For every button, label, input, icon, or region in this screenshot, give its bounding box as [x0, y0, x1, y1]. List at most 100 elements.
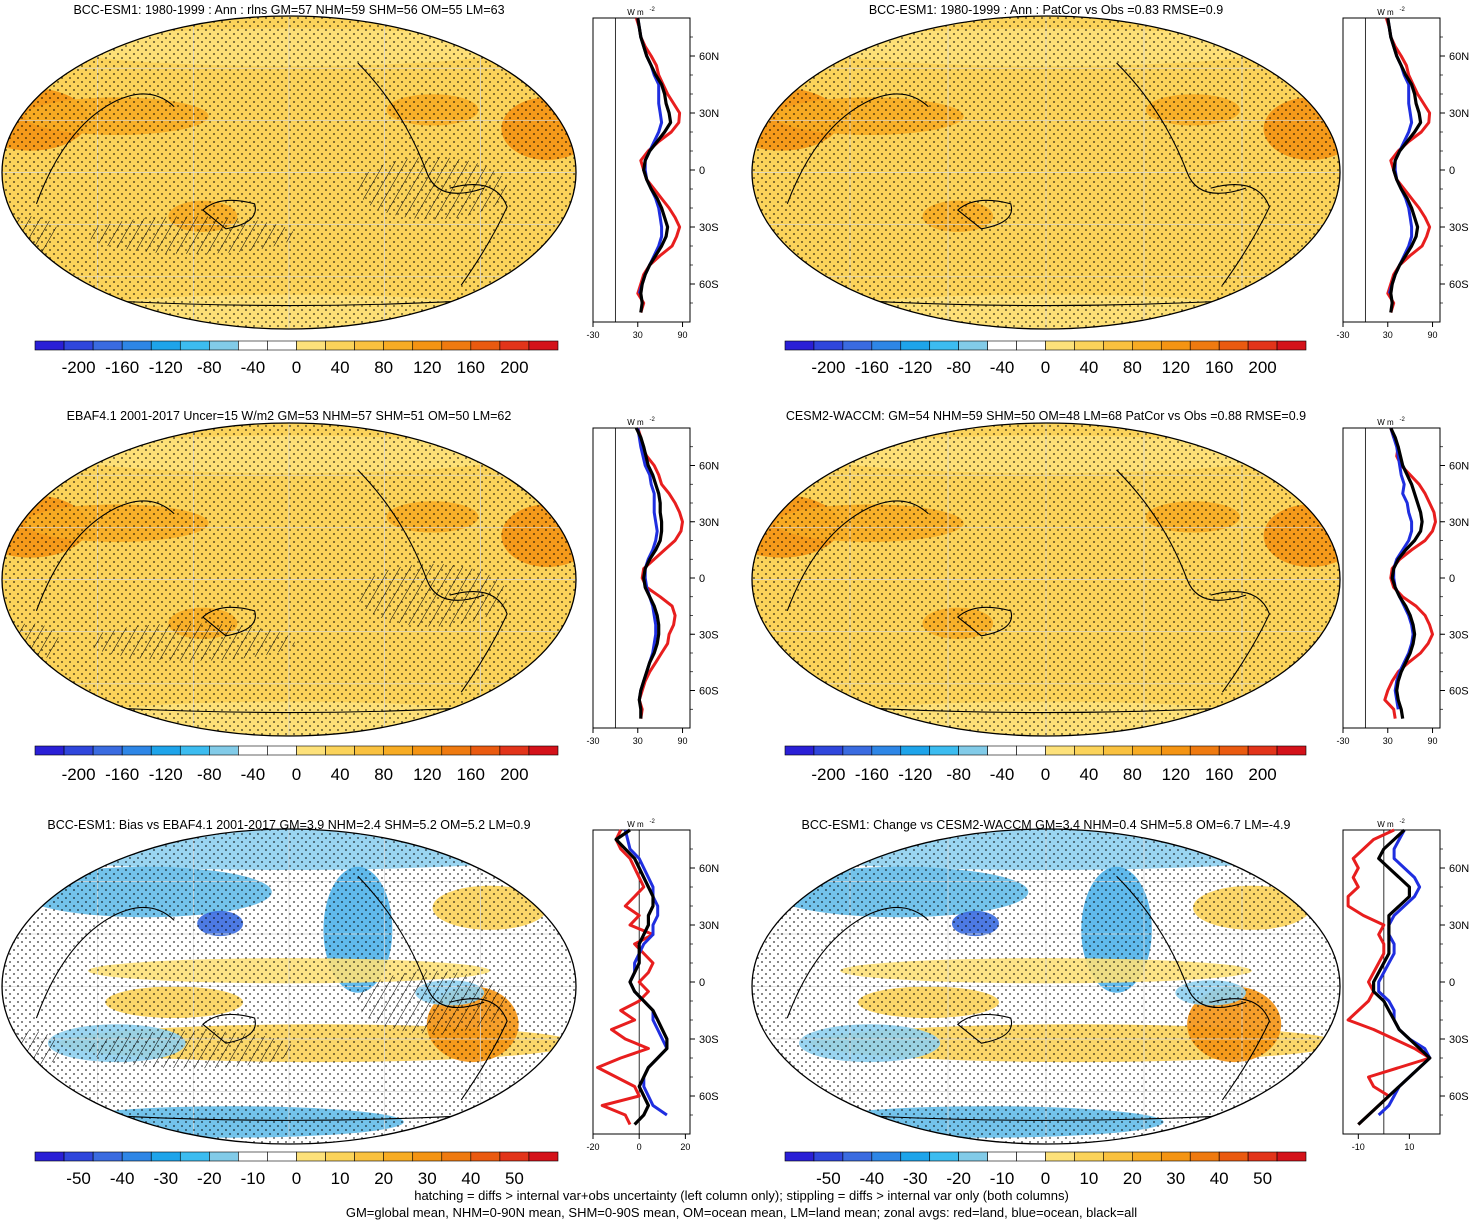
- hatching: [357, 156, 508, 220]
- colorbar-tick-label: -80: [946, 765, 971, 784]
- colorbar-swatch: [900, 340, 931, 351]
- colorbar-swatch: [1276, 1151, 1307, 1162]
- colorbar-swatch: [1247, 340, 1278, 351]
- zonal-lat-label: 0: [1449, 977, 1455, 989]
- colorbar-tick-label: -40: [990, 358, 1015, 377]
- zonal-lat-label: 30N: [1449, 517, 1469, 529]
- zonal-series-red: [596, 829, 655, 1126]
- colorbar-swatch: [1103, 1151, 1133, 1162]
- colorbar-swatch: [296, 1151, 326, 1162]
- colorbar-tick-label: -40: [860, 1169, 885, 1188]
- zonal-xtick-label: 90: [1428, 736, 1438, 746]
- zonal-xtick-label: 30: [633, 736, 643, 746]
- panel-title: EBAF4.1 2001-2017 Uncer=15 W/m2 GM=53 NH…: [67, 409, 512, 423]
- colorbar-swatch: [63, 1151, 94, 1162]
- panel-title: BCC-ESM1: 1980-1999 : Ann : rlns GM=57 N…: [73, 3, 504, 17]
- zonal-xtick-label: 30: [1383, 330, 1393, 340]
- zonal-lat-label: 30N: [1449, 108, 1469, 120]
- colorbar-tick-label: 40: [331, 358, 350, 377]
- colorbar-tick-label: -120: [149, 358, 183, 377]
- zonal-lat-label: 60S: [699, 686, 719, 698]
- colorbar-swatch: [1218, 745, 1249, 756]
- zonal-unit-exponent: -2: [650, 819, 656, 825]
- colorbar-swatch: [528, 340, 559, 351]
- coastline: [786, 500, 929, 611]
- colorbar-swatch: [1218, 340, 1249, 351]
- colorbar-tick-label: -120: [149, 765, 183, 784]
- colorbar-swatch: [1160, 340, 1191, 351]
- colorbar-swatch: [296, 745, 326, 756]
- coastline: [202, 199, 256, 230]
- colorbar-tick-label: -200: [811, 358, 845, 377]
- hatching: [2, 216, 60, 254]
- hatching: [357, 970, 508, 1034]
- colorbar-swatch: [1189, 1151, 1220, 1162]
- zonal-series-black: [634, 427, 664, 719]
- colorbar-swatch: [784, 340, 815, 351]
- colorbar-swatch: [1132, 1151, 1162, 1162]
- zonal-xtick-label: -30: [1336, 330, 1349, 340]
- colorbar-tick-label: -20: [946, 1169, 971, 1188]
- zonal-unit-label: W m: [627, 820, 644, 829]
- hatching: [88, 623, 295, 661]
- zonal-lat-label: 60S: [1449, 279, 1469, 291]
- colorbar-swatch: [528, 1151, 559, 1162]
- map-outline: [1, 828, 577, 1145]
- zonal-unit-label: W m: [1377, 820, 1394, 829]
- colorbar-tick-label: 0: [1041, 765, 1050, 784]
- zonal-lat-label: 30S: [1449, 629, 1469, 641]
- coastline: [449, 998, 508, 1101]
- colorbar-swatch: [179, 340, 210, 351]
- colorbar-swatch: [441, 1151, 472, 1162]
- colorbar-tick-label: 120: [1162, 358, 1190, 377]
- panel: BCC-ESM1: Change vs CESM2-WACCM GM=3.4 N…: [751, 818, 1469, 1188]
- zonal-lat-label: 30S: [699, 222, 719, 234]
- colorbar-swatch: [296, 340, 326, 351]
- colorbar-swatch: [121, 745, 152, 756]
- colorbar-tick-label: -40: [110, 1169, 135, 1188]
- colorbar-swatch: [92, 1151, 123, 1162]
- colorbar-tick-label: 120: [1162, 765, 1190, 784]
- hatching: [88, 1030, 295, 1069]
- colorbar-swatch: [871, 745, 902, 756]
- map-field: [752, 829, 1340, 1144]
- zonal-xtick-label: -30: [1336, 736, 1349, 746]
- zonal-xtick-label: 90: [1428, 330, 1438, 340]
- colorbar-swatch: [325, 1151, 355, 1162]
- zonal-lat-label: 60N: [699, 51, 719, 63]
- colorbar-tick-label: -30: [903, 1169, 928, 1188]
- colorbar-tick-label: 0: [292, 1169, 301, 1188]
- colorbar-tick-label: -40: [241, 358, 266, 377]
- hatching: [357, 563, 508, 627]
- colorbar-swatch: [238, 340, 268, 351]
- zonal-xtick-label: -30: [586, 330, 599, 340]
- colorbar-swatch: [470, 340, 501, 351]
- coastline: [1210, 998, 1271, 1101]
- colorbar-tick-label: 30: [418, 1169, 437, 1188]
- zonal-xtick-label: 90: [678, 736, 688, 746]
- zonal-lat-label: 30N: [1449, 920, 1469, 932]
- map-field: [752, 423, 1340, 736]
- coastline: [786, 93, 929, 204]
- colorbar-swatch: [121, 1151, 152, 1162]
- zonal-lat-label: 60N: [1449, 863, 1469, 875]
- coastline: [956, 606, 1013, 637]
- colorbar-tick-label: 160: [457, 358, 485, 377]
- zonal-frame: [592, 17, 691, 323]
- panel: EBAF4.1 2001-2017 Uncer=15 W/m2 GM=53 NH…: [1, 409, 719, 784]
- colorbar-swatch: [1189, 745, 1220, 756]
- colorbar-tick-label: 160: [457, 765, 485, 784]
- colorbar-swatch: [987, 745, 1017, 756]
- colorbar-tick-label: -40: [990, 765, 1015, 784]
- zonal-lat-label: 30N: [699, 108, 719, 120]
- colorbar-swatch: [1132, 745, 1162, 756]
- colorbar-tick-label: -50: [816, 1169, 841, 1188]
- zonal-lat-label: 60N: [1449, 51, 1469, 63]
- zonal-unit-exponent: -2: [1400, 417, 1406, 423]
- colorbar-swatch: [1074, 1151, 1104, 1162]
- colorbar-swatch: [929, 340, 959, 351]
- coastline: [357, 875, 485, 1009]
- coastline: [786, 906, 929, 1019]
- hatching: [88, 216, 295, 254]
